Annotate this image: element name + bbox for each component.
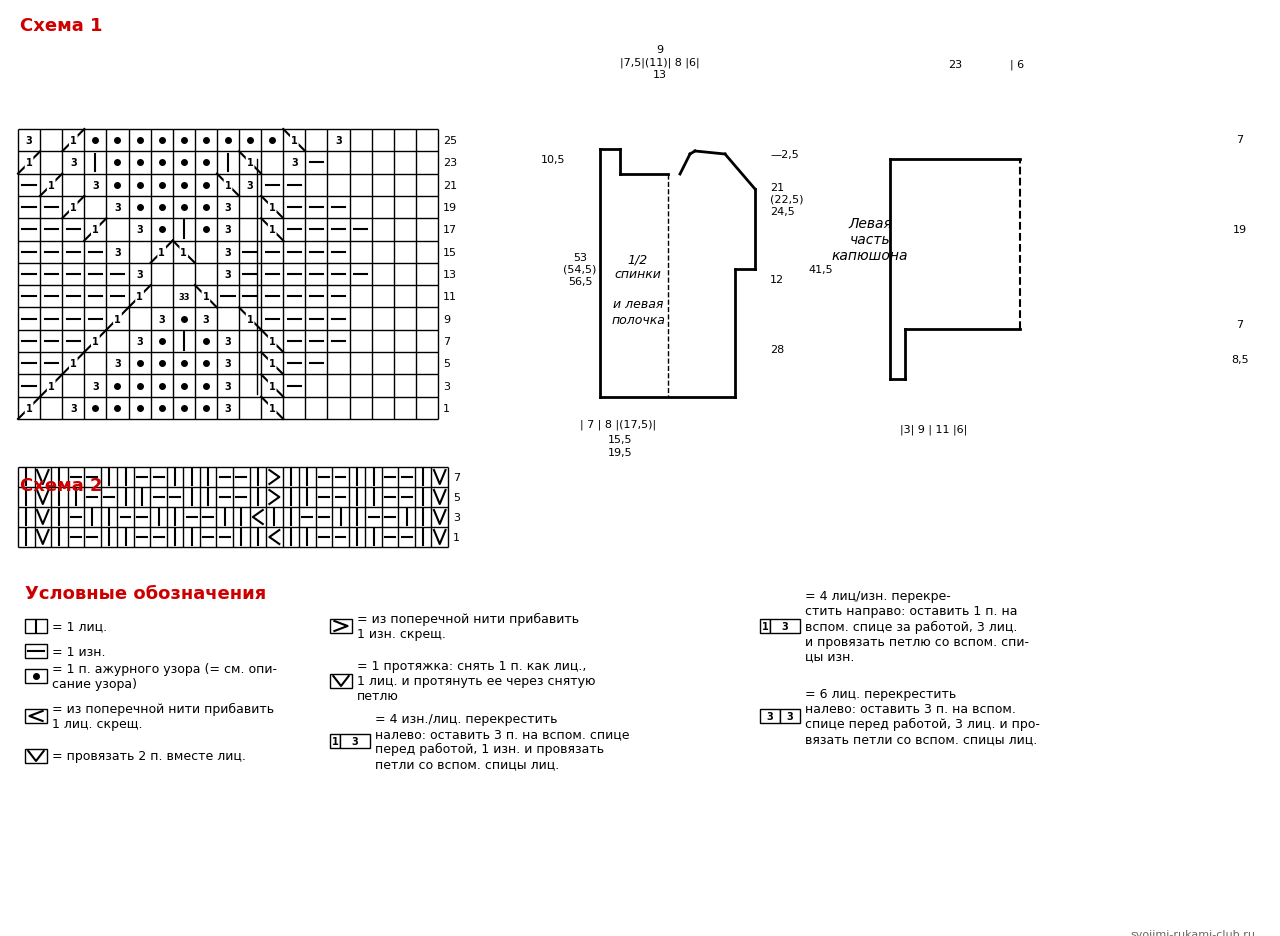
Text: Условные обозначения: Условные обозначения: [26, 584, 266, 603]
Bar: [330, 734, 340, 748]
Text: = 1 изн.: = 1 изн.: [52, 645, 105, 658]
Text: 1: 1: [70, 358, 77, 369]
Text: svojimi-rukami-club.ru: svojimi-rukami-club.ru: [1130, 929, 1254, 936]
Text: 1: 1: [114, 314, 120, 324]
Text: 7: 7: [1236, 135, 1244, 145]
Text: Схема 2: Схема 2: [20, 476, 102, 494]
Text: 3: 3: [159, 314, 165, 324]
Text: Левая
часть
капюшона: Левая часть капюшона: [832, 216, 909, 263]
Text: 3: 3: [70, 403, 77, 414]
Text: 1: 1: [247, 314, 253, 324]
Text: 1: 1: [180, 247, 187, 257]
Text: |7,5|(11)| 8 |6|: |7,5|(11)| 8 |6|: [621, 57, 700, 67]
Text: 1: 1: [92, 337, 99, 346]
Text: 3: 3: [224, 403, 232, 414]
Text: 1: 1: [443, 403, 451, 414]
Bar: [330, 620, 352, 634]
Text: | 7 | 8 |(17,5)|: | 7 | 8 |(17,5)|: [580, 419, 657, 430]
Text: 1: 1: [70, 136, 77, 146]
Text: 3: 3: [224, 247, 232, 257]
Text: 3: 3: [92, 181, 99, 191]
Text: 21
(22,5)
24,5: 21 (22,5) 24,5: [771, 183, 804, 216]
Bar: [771, 620, 800, 634]
Bar: [330, 674, 352, 688]
Text: 21: 21: [443, 181, 457, 191]
Text: 1: 1: [332, 737, 338, 746]
Text: 7: 7: [443, 337, 451, 346]
Text: 1: 1: [269, 381, 275, 391]
Text: = 1 протяжка: снять 1 п. как лиц.,
1 лиц. и протянуть ее через снятую
петлю: = 1 протяжка: снять 1 п. как лиц., 1 лиц…: [357, 660, 595, 703]
Text: 3: 3: [787, 711, 794, 722]
Text: 1: 1: [269, 358, 275, 369]
Text: 19,5: 19,5: [608, 447, 632, 458]
Text: 1: 1: [453, 533, 460, 543]
Text: = 1 п. ажурного узора (= см. опи-
сание узора): = 1 п. ажурного узора (= см. опи- сание …: [52, 663, 276, 690]
Text: = 6 лиц. перекрестить
налево: оставить 3 п. на вспом.
спице перед работой, 3 лиц: = 6 лиц. перекрестить налево: оставить 3…: [805, 687, 1039, 745]
Text: = из поперечной нити прибавить
1 изн. скрещ.: = из поперечной нити прибавить 1 изн. ск…: [357, 612, 579, 640]
Text: 1: 1: [92, 226, 99, 235]
Text: 3: 3: [224, 337, 232, 346]
Text: 1: 1: [202, 292, 209, 302]
Text: 3: 3: [114, 203, 120, 212]
Text: = из поперечной нити прибавить
1 лиц. скрещ.: = из поперечной нити прибавить 1 лиц. ск…: [52, 702, 274, 730]
Text: | 6: | 6: [1010, 60, 1024, 70]
Text: 5: 5: [443, 358, 451, 369]
Text: 3: 3: [92, 381, 99, 391]
Text: 3: 3: [114, 358, 120, 369]
Text: 1: 1: [26, 158, 32, 168]
Text: 9: 9: [443, 314, 451, 324]
Text: 3: 3: [767, 711, 773, 722]
Text: 1: 1: [136, 292, 143, 302]
Text: 15: 15: [443, 247, 457, 257]
Text: = 4 изн./лиц. перекрестить
налево: оставить 3 п. на вспом. спице
перед работой, : = 4 изн./лиц. перекрестить налево: остав…: [375, 712, 630, 770]
Text: 41,5: 41,5: [808, 265, 832, 274]
Text: 3: 3: [136, 270, 143, 280]
Text: 1: 1: [269, 337, 275, 346]
Text: 10,5: 10,5: [540, 154, 564, 165]
Text: 3: 3: [224, 270, 232, 280]
Bar: [760, 620, 771, 634]
Text: 19: 19: [443, 203, 457, 212]
Text: = провязать 2 п. вместе лиц.: = провязать 2 п. вместе лиц.: [52, 750, 246, 763]
Text: 3: 3: [224, 203, 232, 212]
Text: 7: 7: [453, 473, 460, 482]
Text: |3| 9 | 11 |6|: |3| 9 | 11 |6|: [900, 425, 968, 435]
Text: 1: 1: [159, 247, 165, 257]
Bar: [26, 620, 47, 634]
Text: 3: 3: [26, 136, 32, 146]
Text: 23: 23: [948, 60, 963, 70]
Text: 3: 3: [453, 512, 460, 522]
Bar: [26, 644, 47, 658]
Text: 1: 1: [26, 403, 32, 414]
Text: 1: 1: [224, 181, 232, 191]
Text: 1: 1: [762, 622, 768, 631]
Text: 8,5: 8,5: [1231, 355, 1249, 365]
Text: 3: 3: [352, 737, 358, 746]
Text: 1: 1: [269, 226, 275, 235]
Text: 13: 13: [443, 270, 457, 280]
Text: 3: 3: [224, 226, 232, 235]
Text: = 1 лиц.: = 1 лиц.: [52, 620, 108, 633]
Text: 3: 3: [224, 358, 232, 369]
Text: 1: 1: [247, 158, 253, 168]
Text: 3: 3: [247, 181, 253, 191]
Text: 9: 9: [657, 45, 663, 55]
Text: 3: 3: [291, 158, 298, 168]
Text: 3: 3: [782, 622, 788, 631]
Text: 3: 3: [136, 337, 143, 346]
Text: 25: 25: [443, 136, 457, 146]
Text: 3: 3: [202, 314, 209, 324]
Text: 3: 3: [114, 247, 120, 257]
Text: 3: 3: [443, 381, 451, 391]
Text: 3: 3: [224, 381, 232, 391]
Text: 7: 7: [1236, 320, 1244, 329]
Text: 53
(54,5)
56,5: 53 (54,5) 56,5: [563, 253, 596, 286]
Text: 3: 3: [335, 136, 342, 146]
Text: 23: 23: [443, 158, 457, 168]
Text: 3: 3: [70, 158, 77, 168]
Text: 15,5: 15,5: [608, 434, 632, 445]
Bar: [340, 734, 370, 748]
Text: 1: 1: [291, 136, 298, 146]
Bar: [760, 709, 780, 724]
Text: 17: 17: [443, 226, 457, 235]
